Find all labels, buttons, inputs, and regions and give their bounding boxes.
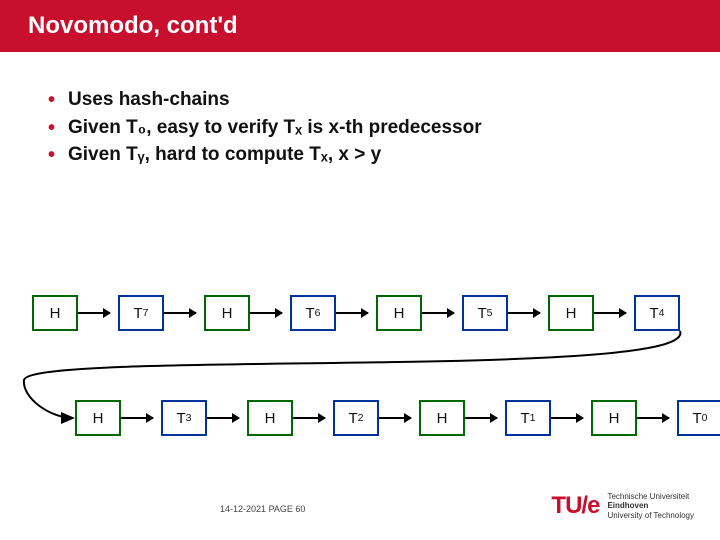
footer-date: 14-12-2021 PAGE 60 [220,504,305,514]
tue-logo: TU/e Technische Universiteit Eindhoven U… [551,492,694,520]
wrap-arrow [0,0,720,540]
logo-text: Technische Universiteit Eindhoven Univer… [607,492,694,520]
logo-mark: TU/e [551,492,599,520]
